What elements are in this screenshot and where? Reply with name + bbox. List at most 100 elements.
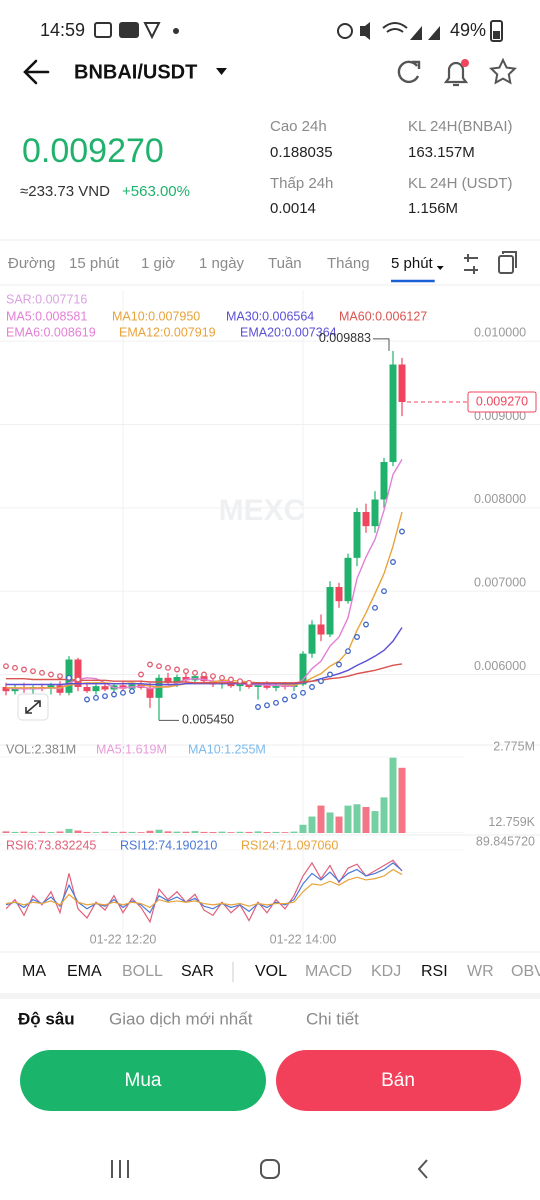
candle-body	[101, 686, 109, 690]
indicator-tab[interactable]: MA	[22, 963, 46, 980]
sar-dot	[30, 668, 36, 675]
volume-bar	[299, 824, 307, 833]
volume-bar	[272, 831, 280, 833]
refresh-icon[interactable]	[397, 60, 421, 84]
last-price-tag	[467, 391, 537, 413]
indicator-tab[interactable]: RSI	[421, 963, 448, 980]
volume-bar	[20, 831, 28, 833]
sar-dot	[237, 678, 243, 685]
stat-label: KL 24H (USDT)	[408, 175, 512, 192]
nav-back[interactable]	[417, 1159, 428, 1179]
legend-label: RSI12:74.190210	[120, 838, 217, 852]
copy-icon[interactable]	[502, 251, 517, 268]
status-time: 14:59	[40, 20, 85, 40]
legend-label: EMA6:0.008619	[6, 325, 96, 339]
high-label: 0.009883	[319, 331, 371, 345]
candle-body	[317, 624, 325, 635]
stat-value: 0.0014	[270, 200, 316, 217]
sell-label[interactable]: Bán	[381, 1070, 415, 1091]
volume-bar	[263, 832, 271, 833]
volume-bar	[200, 831, 208, 833]
indicator-settings[interactable]	[464, 254, 478, 274]
volume-bar	[281, 832, 289, 833]
pair-dropdown[interactable]	[216, 68, 227, 75]
legend-label: SAR:0.007716	[6, 292, 87, 306]
candle-body	[164, 677, 172, 683]
timeframe-tab[interactable]: Tuần	[268, 255, 302, 272]
volume-bar	[371, 811, 379, 833]
fullscreen-icon[interactable]	[25, 700, 41, 714]
indicator-tab[interactable]: OBV	[511, 963, 540, 980]
indicator-tab[interactable]: EMA	[67, 963, 102, 980]
y-tick-label: 12.759K	[488, 815, 535, 829]
indicator-tab[interactable]: WR	[467, 963, 494, 980]
y-tick-label: 89.845720	[476, 834, 535, 848]
sar-dot	[219, 674, 225, 681]
timeframe-tab[interactable]: 1 giờ	[141, 255, 175, 272]
sar-dot	[174, 666, 180, 673]
volume-bar	[11, 831, 19, 833]
sar-dot	[300, 689, 306, 696]
battery-icon	[490, 20, 503, 42]
legend-label: MA5:0.008581	[6, 309, 87, 323]
volume-bar	[164, 831, 172, 833]
pair-title[interactable]: BNBAI/USDT	[74, 61, 197, 83]
section-tab[interactable]: Độ sâu	[18, 1009, 75, 1028]
indicator-tab[interactable]: BOLL	[122, 963, 163, 980]
volume-bar	[344, 805, 352, 833]
rsi-line	[5, 862, 403, 914]
volume-bar	[92, 832, 100, 833]
volume-bar	[56, 831, 64, 833]
buy-label[interactable]: Mua	[125, 1070, 162, 1091]
section-tab[interactable]: Giao dịch mới nhất	[109, 1009, 253, 1028]
status-icon	[382, 22, 408, 33]
sar-dot	[48, 671, 54, 678]
legend-label: MA10:0.007950	[112, 309, 200, 323]
status-icon	[143, 22, 161, 40]
y-tick-label: 0.008000	[474, 492, 526, 506]
legend-label: MA10:1.255M	[188, 742, 266, 756]
alert-icon[interactable]	[443, 61, 469, 87]
back-button[interactable]	[23, 59, 50, 85]
sar-dot	[390, 559, 396, 565]
candle-body	[155, 677, 163, 698]
timeframe-tab[interactable]: 5 phút	[391, 255, 434, 272]
sar-dot	[156, 663, 162, 670]
sar-dot	[138, 671, 144, 678]
sar-dot	[318, 678, 324, 685]
y-tick-label: 2.775M	[493, 739, 535, 753]
section-tab[interactable]: Chi tiết	[306, 1009, 359, 1028]
candle-body	[200, 676, 208, 682]
favorite-icon[interactable]	[488, 57, 518, 85]
sar-dot	[120, 689, 126, 696]
buy-button[interactable]	[20, 1050, 266, 1111]
nav-home[interactable]	[260, 1159, 280, 1179]
indicator-tab[interactable]: MACD	[305, 963, 352, 980]
timeframe-tab[interactable]: 15 phút	[69, 255, 120, 272]
copy-icon[interactable]	[498, 255, 514, 274]
legend-label: EMA12:0.007919	[119, 325, 216, 339]
indicator-tab[interactable]: VOL	[255, 963, 287, 980]
candle-body	[146, 687, 154, 698]
volume-bar	[335, 816, 343, 833]
candle-body	[182, 677, 190, 681]
candle-body	[83, 687, 91, 692]
candle-body	[272, 685, 280, 688]
volume-bar	[209, 832, 217, 833]
volume-bar	[254, 831, 262, 833]
candle-body	[254, 684, 262, 687]
candle-body	[92, 686, 100, 692]
volume-bar	[290, 831, 298, 833]
timeframe-tab[interactable]: 1 ngày	[199, 255, 245, 272]
candle-body	[47, 685, 55, 689]
indicator-tab[interactable]: SAR	[181, 963, 214, 980]
indicator-tab[interactable]: KDJ	[371, 963, 401, 980]
timeframe-tab[interactable]: Đường	[8, 255, 55, 272]
price-change: +563.00%	[122, 183, 190, 200]
timeframe-tab[interactable]: Tháng	[327, 255, 370, 272]
stat-label: Thấp 24h	[270, 175, 333, 192]
legend-label: VOL:2.381M	[6, 742, 76, 756]
sar-dot	[246, 679, 252, 686]
nav-recents[interactable]	[111, 1160, 129, 1178]
sell-button[interactable]	[276, 1050, 521, 1111]
